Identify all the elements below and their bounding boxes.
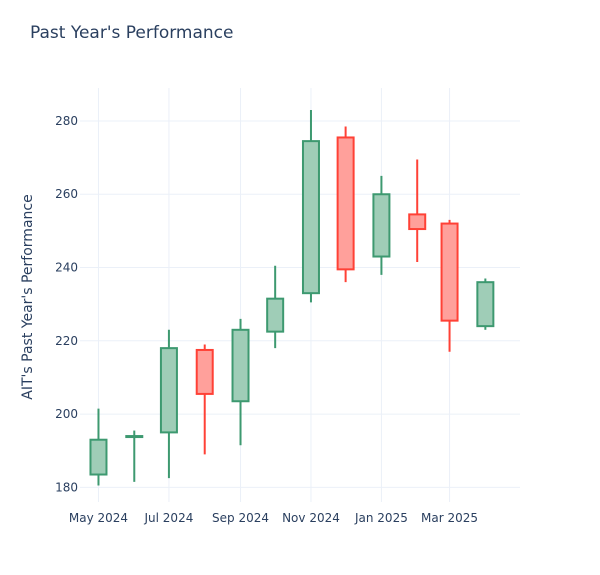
- candle-body: [301, 140, 320, 295]
- candle: [266, 265, 285, 349]
- candle-body: [408, 213, 427, 231]
- x-axis-ticks: May 2024 Jul 2024 Sep 2024 Nov 2024 Jan 2025…: [69, 511, 478, 525]
- candle: [159, 329, 178, 479]
- candle-body: [195, 348, 214, 395]
- y-tick-label: 200: [55, 407, 78, 421]
- y-tick-label: 220: [55, 334, 78, 348]
- candle: [372, 175, 391, 275]
- chart-title: Past Year's Performance: [30, 23, 234, 43]
- y-axis-ticks: 180 200 220 240 260 280: [55, 114, 78, 494]
- y-tick-label: 180: [55, 480, 78, 494]
- candle: [336, 126, 355, 283]
- candle: [301, 109, 320, 303]
- x-tick-label: Jan 2025: [354, 511, 408, 525]
- candle-body: [440, 222, 459, 322]
- candle-body: [476, 281, 495, 328]
- x-tick-label: Nov 2024: [282, 511, 340, 525]
- candle-body: [89, 438, 108, 476]
- candle: [195, 344, 214, 455]
- candle-body: [159, 347, 178, 434]
- x-tick-label: May 2024: [69, 511, 128, 525]
- candle-body: [231, 328, 250, 403]
- candle-body: [372, 193, 391, 258]
- gridlines: [80, 88, 520, 502]
- x-tick-label: Sep 2024: [212, 511, 269, 525]
- x-tick-label: Mar 2025: [421, 511, 478, 525]
- candle: [125, 430, 144, 482]
- y-tick-label: 280: [55, 114, 78, 128]
- candle-body: [336, 136, 355, 271]
- y-tick-label: 240: [55, 261, 78, 275]
- candle-body: [125, 435, 144, 439]
- candle: [231, 318, 250, 446]
- candle: [89, 408, 108, 486]
- y-tick-label: 260: [55, 187, 78, 201]
- y-axis-label: AIT's Past Year's Performance: [20, 194, 36, 399]
- candle: [408, 159, 427, 263]
- candles: [89, 109, 495, 486]
- x-tick-label: Jul 2024: [144, 511, 194, 525]
- candle: [476, 278, 495, 330]
- candle-body: [266, 297, 285, 333]
- candle: [440, 219, 459, 352]
